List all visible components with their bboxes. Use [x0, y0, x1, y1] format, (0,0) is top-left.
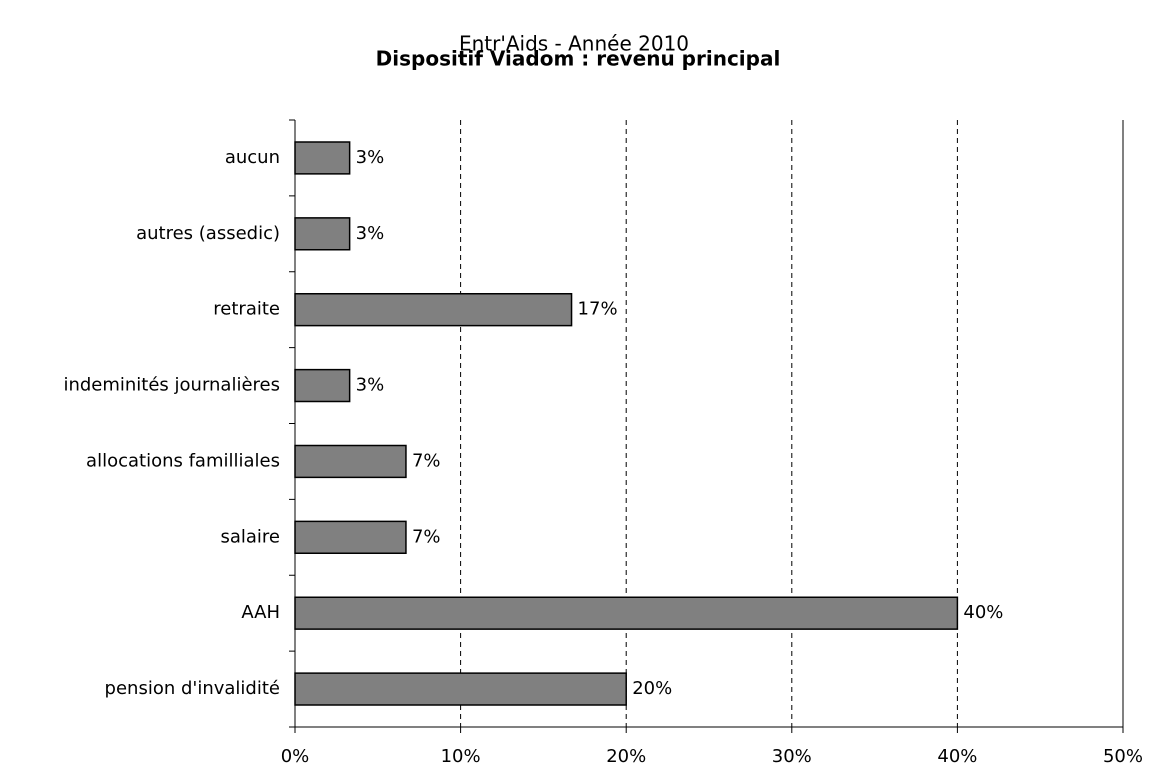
y-tick-label: salaire	[220, 526, 280, 547]
x-tick-label: 0%	[281, 746, 310, 767]
data-label: 3%	[356, 223, 385, 244]
y-tick-label: allocations familliales	[86, 450, 280, 471]
data-label: 40%	[963, 602, 1003, 623]
y-tick-label: aucun	[225, 147, 280, 168]
chart-title: Entr'Aids - Année 2010	[459, 32, 689, 56]
bar	[294, 672, 627, 706]
x-tick-label: 30%	[772, 746, 812, 767]
chart-subtitle: Dispositif Viadom : revenu principal	[376, 47, 781, 71]
bar	[294, 141, 351, 175]
bar	[294, 596, 959, 630]
bar	[294, 368, 351, 403]
data-label: 3%	[356, 147, 385, 168]
x-tick-label: 20%	[606, 746, 646, 767]
data-label: 7%	[412, 526, 441, 547]
x-tick-label: 10%	[441, 746, 481, 767]
bar	[294, 293, 573, 327]
data-label: 7%	[412, 450, 441, 471]
bar	[294, 520, 407, 554]
y-tick-label: pension d'invalidité	[105, 678, 280, 699]
bar	[294, 444, 407, 479]
y-tick-label: AAH	[241, 602, 280, 623]
data-label: 20%	[632, 678, 672, 699]
x-tick-label: 50%	[1103, 746, 1143, 767]
bar	[294, 217, 351, 251]
y-tick-label: indeminités journalières	[63, 375, 280, 396]
data-label: 3%	[356, 375, 385, 396]
x-tick-label: 40%	[937, 746, 977, 767]
data-label: 17%	[578, 299, 618, 320]
y-tick-label: autres (assedic)	[136, 223, 280, 244]
y-tick-label: retraite	[213, 299, 280, 320]
